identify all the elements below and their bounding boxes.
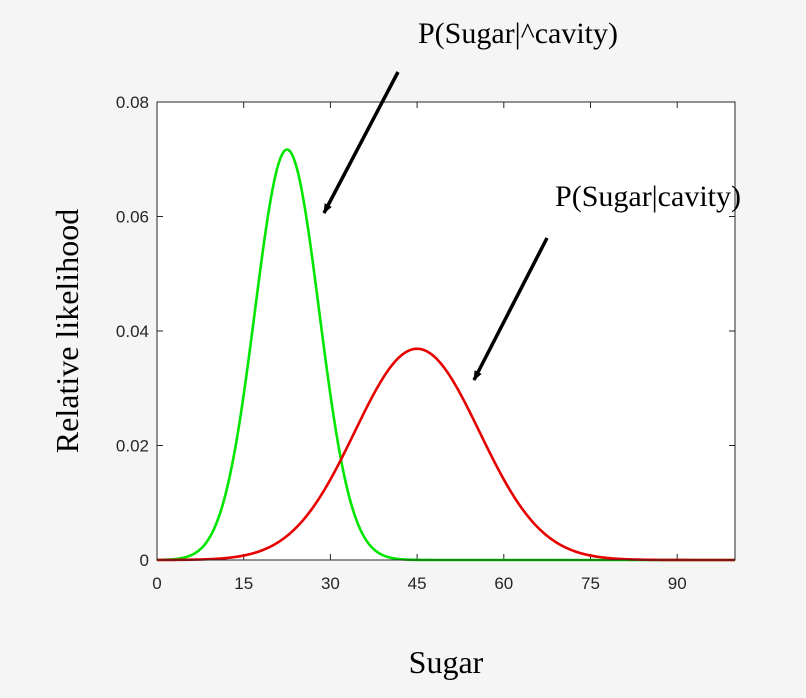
x-tick-label: 90 [668, 574, 687, 593]
x-tick-label: 30 [321, 574, 340, 593]
plot-area [157, 102, 735, 560]
tick-labels: 0 15 30 45 60 75 90 0 0.02 0.04 0.06 0.08 [116, 93, 687, 593]
annotation-arrow-cavity [472, 237, 549, 381]
annotation-label-no-cavity: P(Sugar|^cavity) [418, 17, 618, 50]
y-tick-label: 0.08 [116, 93, 149, 112]
y-tick-label: 0.02 [116, 437, 149, 456]
y-tick-label: 0.06 [116, 208, 149, 227]
plot-frame [156, 101, 736, 561]
annotation-label-cavity: P(Sugar|cavity) [555, 180, 741, 213]
annotation-arrow-no-cavity [322, 71, 400, 214]
y-tick-label: 0 [140, 551, 149, 570]
y-axis-label: Relative likelihood [49, 209, 85, 453]
x-axis-label: Sugar [409, 644, 484, 680]
x-tick-label: 0 [152, 574, 161, 593]
x-tick-label: 60 [494, 574, 513, 593]
x-tick-label: 45 [408, 574, 427, 593]
x-tick-label: 75 [581, 574, 600, 593]
y-tick-label: 0.04 [116, 322, 149, 341]
x-tick-label: 15 [234, 574, 253, 593]
